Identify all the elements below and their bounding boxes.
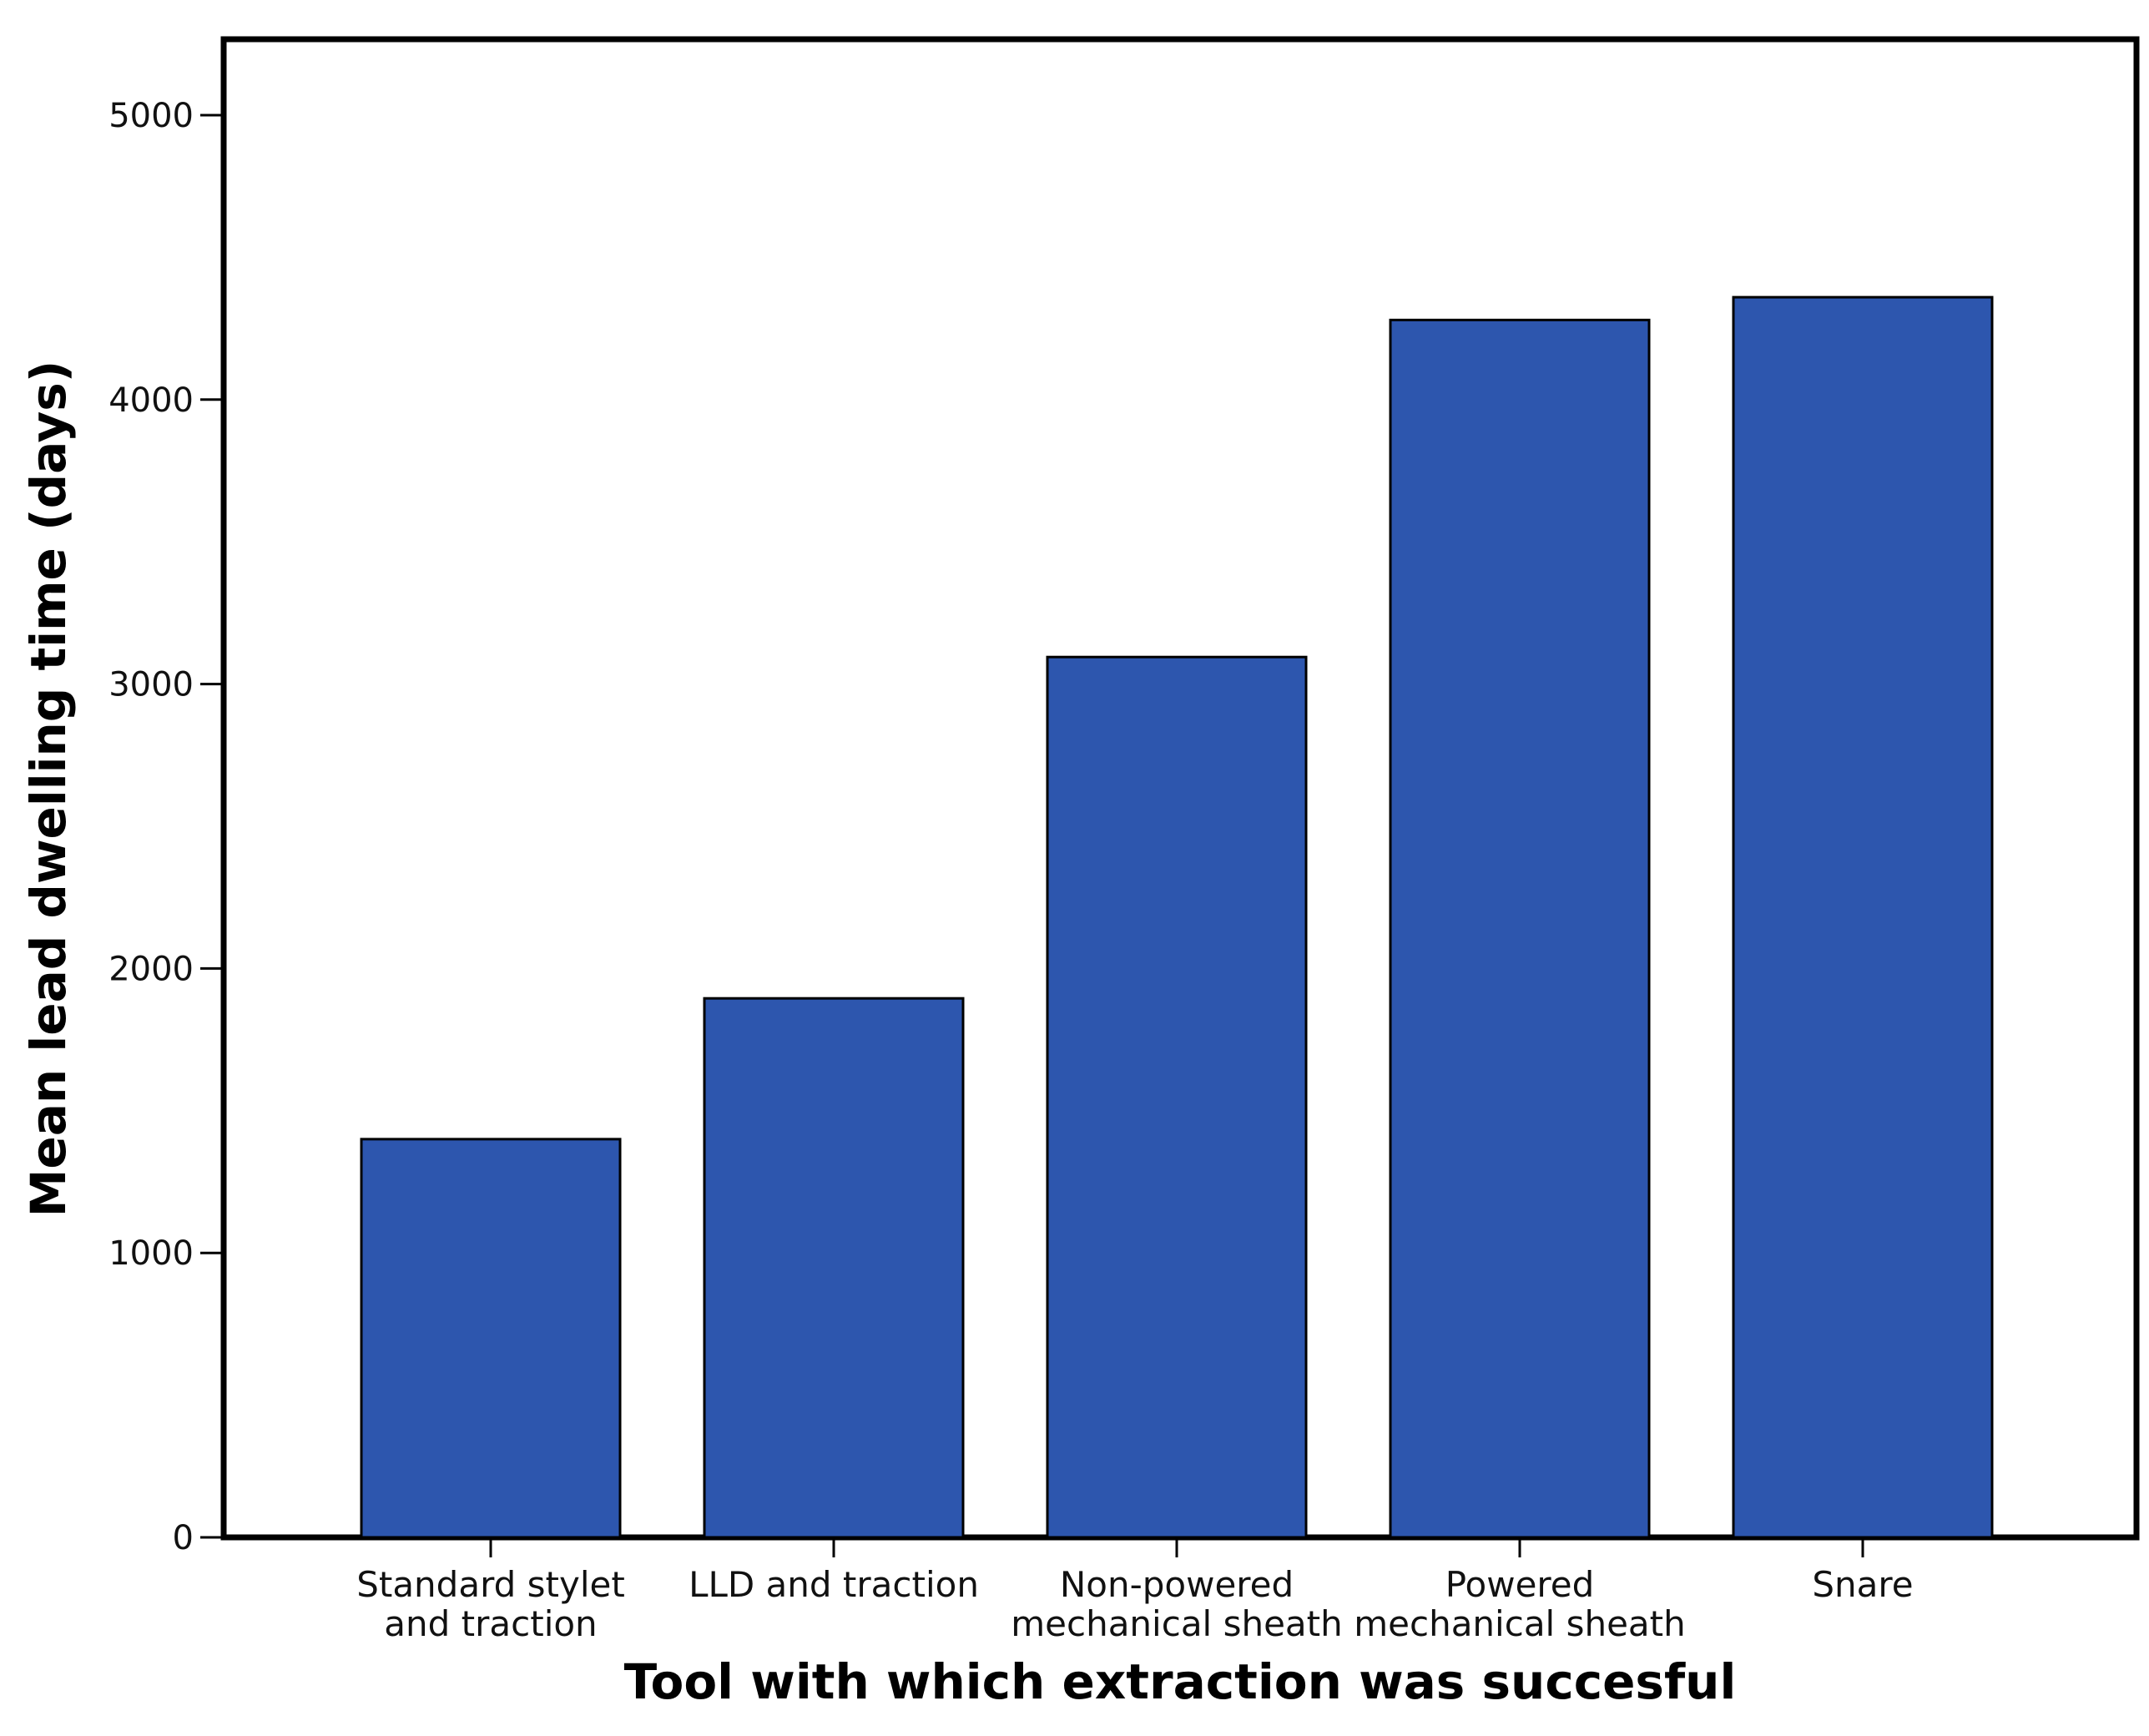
bar-2 <box>1046 655 1308 1539</box>
y-tick-label-0: 0 <box>173 1519 194 1557</box>
x-tick-label-line: Standard stylet <box>356 1564 625 1605</box>
x-tick-label-2: Non-powered mechanical sheath <box>1011 1564 1343 1644</box>
x-tick-label-line: Non-powered <box>1060 1564 1294 1605</box>
bar-4 <box>1732 295 1994 1539</box>
x-axis: Standard stylet and traction LLD and tract… <box>356 1537 1914 1644</box>
x-tick-label-line: mechanical sheath <box>1011 1603 1343 1644</box>
y-axis-title: Mean lead dwelling time (days) <box>20 361 77 1218</box>
y-tick-label-4: 4000 <box>108 381 194 420</box>
x-tick-label-0: Standard stylet and traction <box>356 1564 625 1644</box>
y-tick-label-3: 3000 <box>108 666 194 704</box>
x-tick-label-line: mechanical sheath <box>1354 1603 1686 1644</box>
y-axis: 0 1000 2000 3000 4000 5000 <box>108 97 224 1557</box>
y-tick-label-2: 2000 <box>108 950 194 988</box>
x-axis-title: Tool with which extraction was succesful <box>624 1653 1737 1710</box>
y-tick-label-5: 5000 <box>108 97 194 135</box>
bars-group <box>360 295 1994 1539</box>
bar-0 <box>360 1138 622 1539</box>
x-tick-label-line: and traction <box>384 1603 597 1644</box>
x-tick-label-line: Snare <box>1812 1564 1913 1605</box>
x-tick-label-line: Powered <box>1445 1564 1595 1605</box>
bar-1 <box>703 997 965 1539</box>
x-tick-label-1: LLD and traction <box>689 1564 979 1605</box>
y-tick-label-1: 1000 <box>108 1234 194 1273</box>
x-tick-label-4: Snare <box>1812 1564 1913 1605</box>
x-tick-label-line: LLD and traction <box>689 1564 979 1605</box>
x-tick-label-3: Powered mechanical sheath <box>1354 1564 1686 1644</box>
bar-3 <box>1389 318 1651 1539</box>
